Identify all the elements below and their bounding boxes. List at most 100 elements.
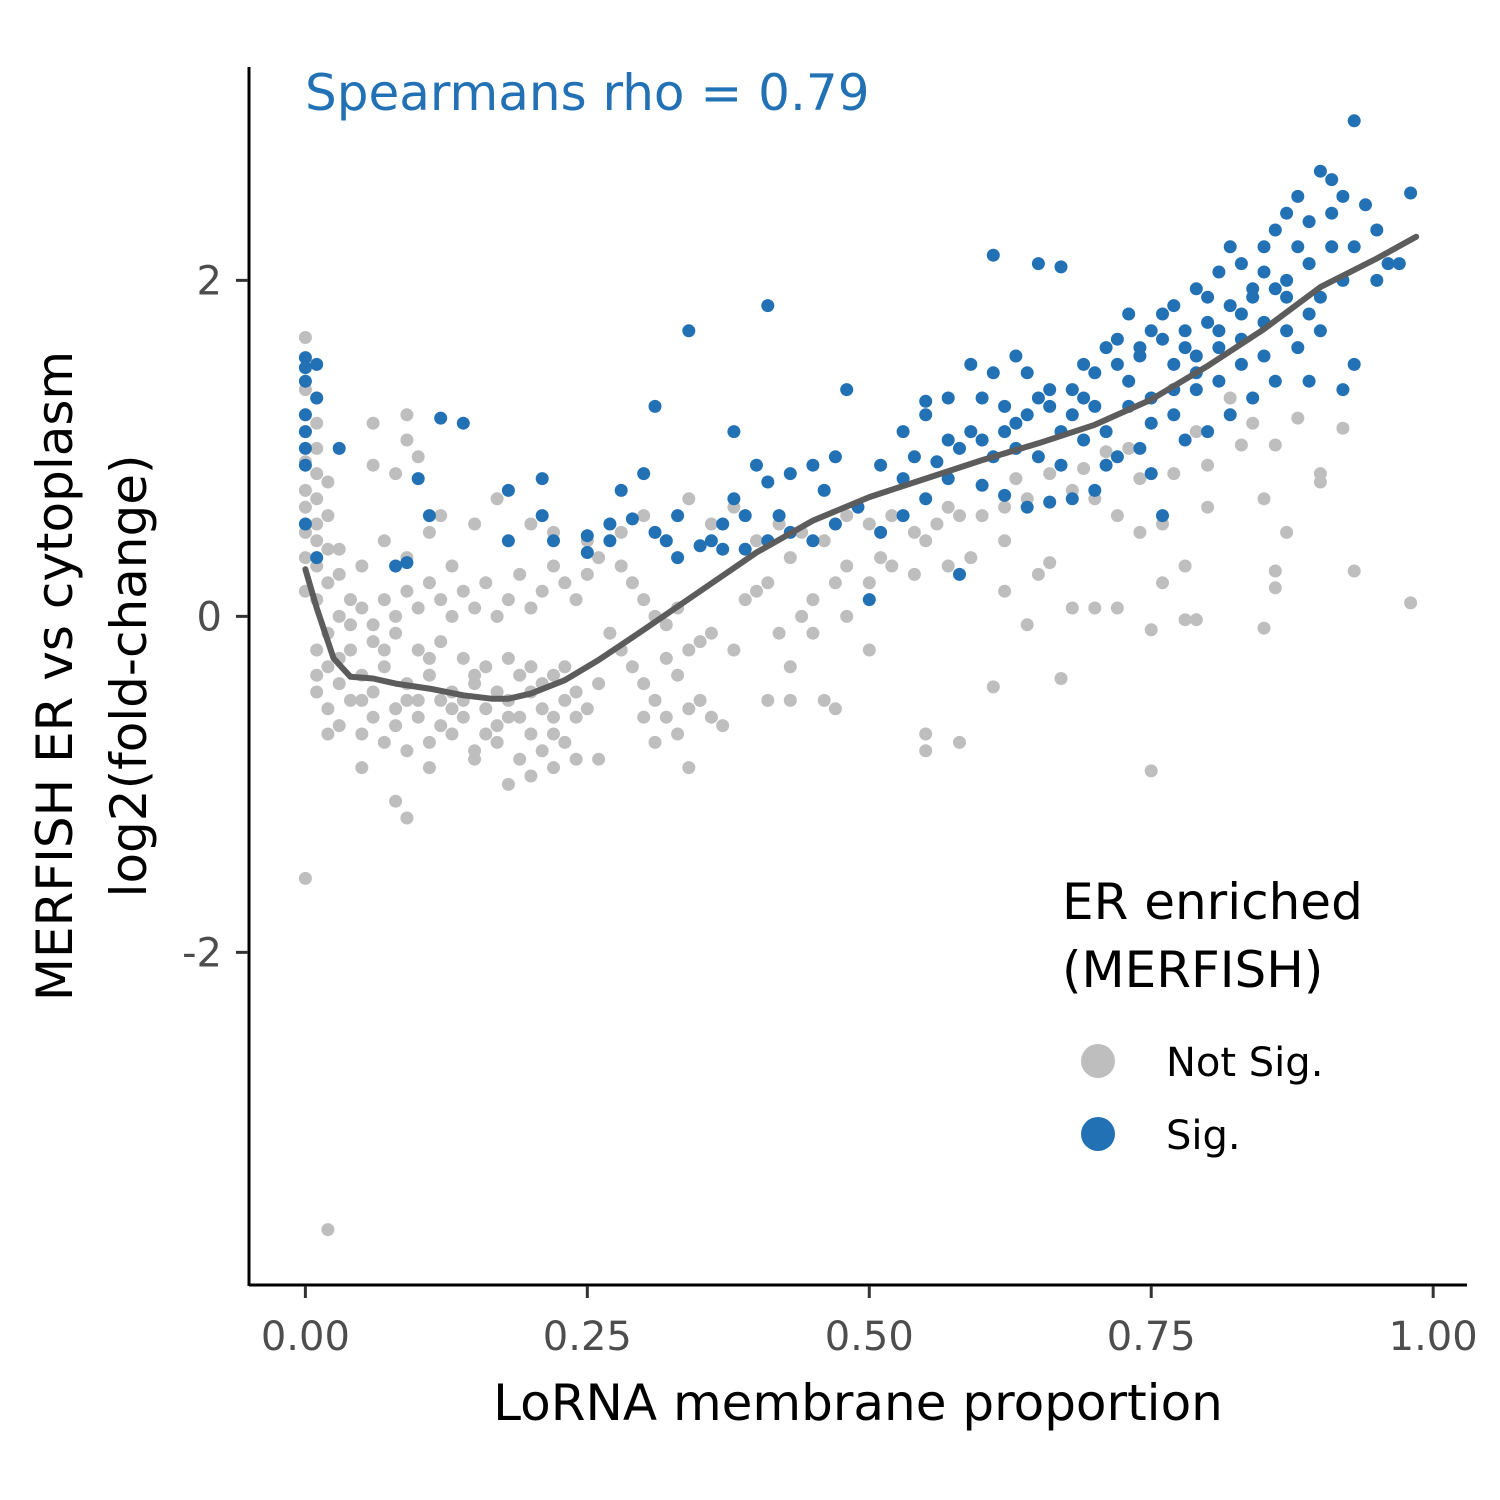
- data-point: [648, 525, 662, 539]
- data-point: [738, 542, 752, 556]
- data-point: [445, 727, 459, 741]
- data-point: [400, 744, 414, 758]
- data-point: [1268, 581, 1282, 595]
- data-point: [930, 455, 944, 469]
- data-point: [1122, 441, 1136, 455]
- data-point: [1043, 467, 1057, 481]
- data-point: [310, 551, 324, 565]
- data-point: [1077, 433, 1091, 447]
- y-axis-ticks: -2 0 2: [182, 258, 248, 976]
- data-point: [310, 467, 324, 481]
- data-point: [682, 702, 696, 716]
- data-point: [592, 551, 606, 565]
- data-point: [400, 584, 414, 598]
- data-point: [490, 735, 504, 749]
- data-point: [986, 680, 1000, 694]
- data-point: [716, 517, 730, 531]
- data-point: [332, 567, 346, 581]
- data-point: [1110, 601, 1124, 615]
- data-point: [321, 475, 335, 489]
- data-point: [569, 685, 583, 699]
- data-point: [310, 534, 324, 548]
- data-point: [501, 483, 515, 497]
- y-tick-label: -2: [182, 930, 222, 976]
- data-point: [389, 794, 403, 808]
- data-point: [1043, 495, 1057, 509]
- series-sig: [298, 114, 1418, 607]
- data-point: [445, 702, 459, 716]
- data-point: [1268, 374, 1282, 388]
- data-point: [490, 609, 504, 623]
- x-tick-label: 0.50: [825, 1314, 914, 1360]
- data-point: [975, 391, 989, 405]
- data-point: [355, 559, 369, 573]
- data-point: [422, 509, 436, 523]
- data-point: [772, 509, 786, 523]
- data-point: [828, 450, 842, 464]
- data-point: [1347, 240, 1361, 254]
- data-point: [422, 651, 436, 665]
- data-point: [1201, 458, 1215, 472]
- data-point: [1280, 525, 1294, 539]
- data-point: [389, 467, 403, 481]
- data-point: [377, 534, 391, 548]
- data-point: [366, 635, 380, 649]
- data-point: [332, 609, 346, 623]
- data-point: [1347, 114, 1361, 128]
- data-point: [704, 626, 718, 640]
- data-point: [671, 551, 685, 565]
- data-point: [1336, 383, 1350, 397]
- data-point: [1347, 357, 1361, 371]
- legend-label-not-sig: Not Sig.: [1166, 1040, 1323, 1086]
- data-point: [558, 693, 572, 707]
- data-point: [468, 752, 482, 766]
- data-point: [580, 546, 594, 559]
- data-point: [614, 559, 628, 573]
- data-point: [592, 677, 606, 691]
- data-point: [1212, 341, 1226, 355]
- data-point: [1156, 307, 1169, 321]
- data-point: [1043, 399, 1057, 413]
- data-point: [1077, 391, 1091, 405]
- data-point: [479, 576, 493, 590]
- spearman-annotation: Spearmans rho = 0.79: [305, 64, 870, 122]
- data-point: [558, 576, 572, 590]
- data-point: [1144, 324, 1158, 338]
- data-point: [321, 1223, 335, 1237]
- data-point: [975, 509, 989, 523]
- data-point: [1212, 324, 1226, 338]
- data-point: [704, 710, 718, 724]
- legend-swatch-not-sig: [1081, 1044, 1115, 1078]
- data-point: [1178, 559, 1192, 573]
- data-point: [975, 433, 989, 447]
- series-not-sig: [298, 331, 1418, 1237]
- data-point: [603, 517, 617, 531]
- data-point: [1133, 525, 1147, 539]
- data-point: [1257, 265, 1271, 279]
- data-point: [479, 727, 493, 741]
- data-point: [648, 399, 662, 413]
- data-point: [953, 509, 966, 523]
- data-point: [761, 299, 775, 313]
- data-point: [298, 331, 312, 344]
- data-point: [1212, 374, 1226, 388]
- data-point: [1110, 332, 1124, 346]
- data-point: [1223, 408, 1237, 422]
- data-point: [1065, 492, 1079, 506]
- data-point: [422, 525, 436, 539]
- data-point: [422, 576, 436, 590]
- data-point: [783, 693, 797, 707]
- data-point: [930, 517, 944, 531]
- x-axis-title: LoRNA membrane proportion: [493, 1374, 1223, 1432]
- data-point: [1189, 383, 1203, 397]
- data-point: [513, 668, 527, 682]
- data-point: [862, 643, 876, 657]
- data-point: [298, 374, 312, 388]
- data-point: [1325, 206, 1339, 220]
- data-point: [1167, 408, 1181, 422]
- data-point: [1268, 564, 1282, 578]
- data-point: [806, 458, 820, 472]
- data-point: [806, 626, 820, 640]
- data-point: [1201, 315, 1215, 329]
- data-point: [411, 601, 425, 615]
